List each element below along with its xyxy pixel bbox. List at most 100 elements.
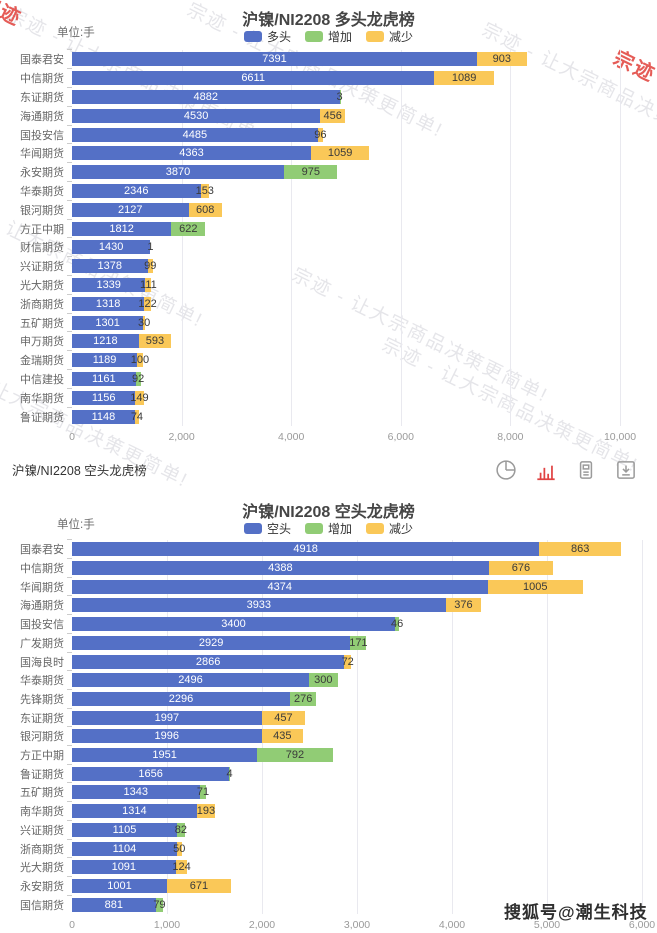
bar-chart-icon[interactable] [533, 457, 559, 483]
bar-segment-main[interactable] [72, 127, 318, 142]
bar-segment-main[interactable] [72, 710, 262, 725]
bar-extra-value-label: 72 [341, 655, 354, 668]
bar-segment-decrease[interactable] [138, 334, 172, 349]
legend-item-decrease[interactable]: 减少 [366, 520, 413, 537]
bar-segment-main[interactable] [72, 240, 151, 255]
bar-segment-main[interactable] [72, 878, 168, 893]
bar-row: 浙商期货 1318 122 [20, 293, 620, 311]
legend-marker [243, 523, 262, 534]
bar-segment-increase[interactable] [257, 748, 333, 763]
bar-segment-decrease[interactable] [261, 729, 303, 744]
legend-item-main[interactable]: 空头 [243, 520, 291, 537]
category-axis-tick [67, 124, 72, 126]
bar-segment-main[interactable] [72, 353, 138, 368]
bar-segment-main[interactable] [72, 202, 189, 217]
bar-segment-main[interactable] [72, 315, 144, 330]
bar-segment-decrease[interactable] [147, 259, 153, 274]
category-axis-tick [67, 801, 72, 803]
bar-segment-decrease[interactable] [145, 278, 152, 292]
bar-segment-main[interactable] [72, 165, 285, 180]
bar-segment-decrease[interactable] [134, 409, 139, 424]
bar-segment-main[interactable] [72, 542, 540, 557]
bar-segment-increase[interactable] [199, 785, 207, 800]
bar-segment-main[interactable] [72, 390, 136, 405]
bar-segment-decrease[interactable] [487, 579, 583, 594]
bar-segment-decrease[interactable] [143, 315, 145, 330]
bar-segment-main[interactable] [72, 52, 478, 67]
legend-item-decrease[interactable]: 减少 [366, 28, 413, 45]
bar-segment-main[interactable] [72, 579, 488, 594]
bar-segment-decrease[interactable] [167, 878, 231, 893]
bar-segment-decrease[interactable] [196, 804, 216, 819]
bar-segment-decrease[interactable] [311, 146, 370, 161]
bar-segment-main[interactable] [72, 691, 291, 706]
bar-segment-main[interactable] [72, 184, 201, 198]
download-icon[interactable] [613, 457, 639, 483]
legend-item-main[interactable]: 多头 [243, 28, 291, 45]
bar-segment-main[interactable] [72, 108, 321, 123]
bar-segment-main[interactable] [72, 897, 156, 912]
bar-segment-decrease[interactable] [144, 296, 151, 311]
bar-segment-main[interactable] [72, 841, 177, 856]
bar-segment-main[interactable] [72, 598, 446, 613]
bar-segment-decrease[interactable] [320, 108, 346, 123]
bar-segment-main[interactable] [72, 561, 489, 576]
bar-segment-main[interactable] [72, 71, 435, 86]
bar-segment-decrease[interactable] [188, 202, 222, 217]
bar-segment-increase[interactable] [171, 221, 206, 236]
bar-segment-main[interactable] [72, 278, 146, 292]
bar-segment-increase[interactable] [395, 617, 400, 632]
bar-segment-decrease[interactable] [137, 353, 143, 368]
x-axis-tick-label: 8,000 [497, 431, 524, 443]
bar-segment-decrease[interactable] [434, 71, 494, 86]
bar-segment-decrease[interactable] [135, 390, 144, 405]
bar-segment-main[interactable] [72, 221, 172, 236]
report-icon[interactable] [573, 457, 599, 483]
bar-segment-main[interactable] [72, 785, 200, 800]
bar-segment-main[interactable] [72, 90, 340, 104]
bar-segment-increase[interactable] [350, 635, 367, 650]
bar-segment-main[interactable] [72, 409, 135, 424]
bar-segment-decrease[interactable] [176, 841, 182, 856]
bar-segment-increase[interactable] [284, 165, 338, 180]
bar-segment-main[interactable] [72, 766, 230, 781]
bar-segment-increase[interactable] [155, 897, 164, 912]
pie-chart-icon[interactable] [493, 457, 519, 483]
bar-segment-decrease[interactable] [200, 184, 209, 198]
bar-segment-decrease[interactable] [344, 654, 352, 669]
bar-row: 金瑞期货 1189 100 [20, 350, 620, 368]
bar-segment-decrease[interactable] [175, 860, 188, 875]
bar-segment-main[interactable] [72, 372, 136, 386]
bar-row: 华闻期货 4363 1059 [20, 143, 620, 161]
legend-marker [366, 523, 384, 534]
bar-segment-main[interactable] [72, 729, 262, 744]
legend-item-increase[interactable]: 增加 [304, 520, 352, 537]
bar-segment-main[interactable] [72, 617, 395, 632]
bar-segment-decrease[interactable] [445, 598, 482, 613]
bar-segment-decrease[interactable] [539, 542, 622, 557]
bar-segment-main[interactable] [72, 822, 177, 837]
bar-segment-main[interactable] [72, 804, 197, 819]
x-axis-tick-label: 1,000 [153, 919, 181, 931]
bar-segment-decrease[interactable] [477, 52, 527, 67]
bar-segment-main[interactable] [72, 334, 139, 349]
bar-segment-main[interactable] [72, 860, 176, 875]
bar-segment-main[interactable] [72, 635, 351, 650]
bar-segment-main[interactable] [72, 654, 345, 669]
bar-segment-main[interactable] [72, 259, 148, 274]
bar-segment-decrease[interactable] [317, 127, 324, 142]
bar-segment-main[interactable] [72, 673, 310, 688]
legend-item-increase[interactable]: 增加 [304, 28, 352, 45]
bar-segment-increase[interactable] [290, 691, 317, 706]
bar-segment-increase[interactable] [135, 372, 141, 386]
legend-label: 减少 [389, 522, 414, 536]
bar-segment-increase[interactable] [176, 822, 185, 837]
bar-segment-increase[interactable] [309, 673, 338, 688]
bar-segment-main[interactable] [72, 146, 312, 161]
bar-segment-main[interactable] [72, 296, 145, 311]
category-axis-tick [67, 576, 72, 578]
bar-segment-decrease[interactable] [261, 710, 306, 725]
bar-segment-decrease[interactable] [488, 561, 554, 576]
bar-segment-main[interactable] [72, 748, 258, 763]
bar-row: 永安期货 1001 671 [20, 875, 642, 893]
